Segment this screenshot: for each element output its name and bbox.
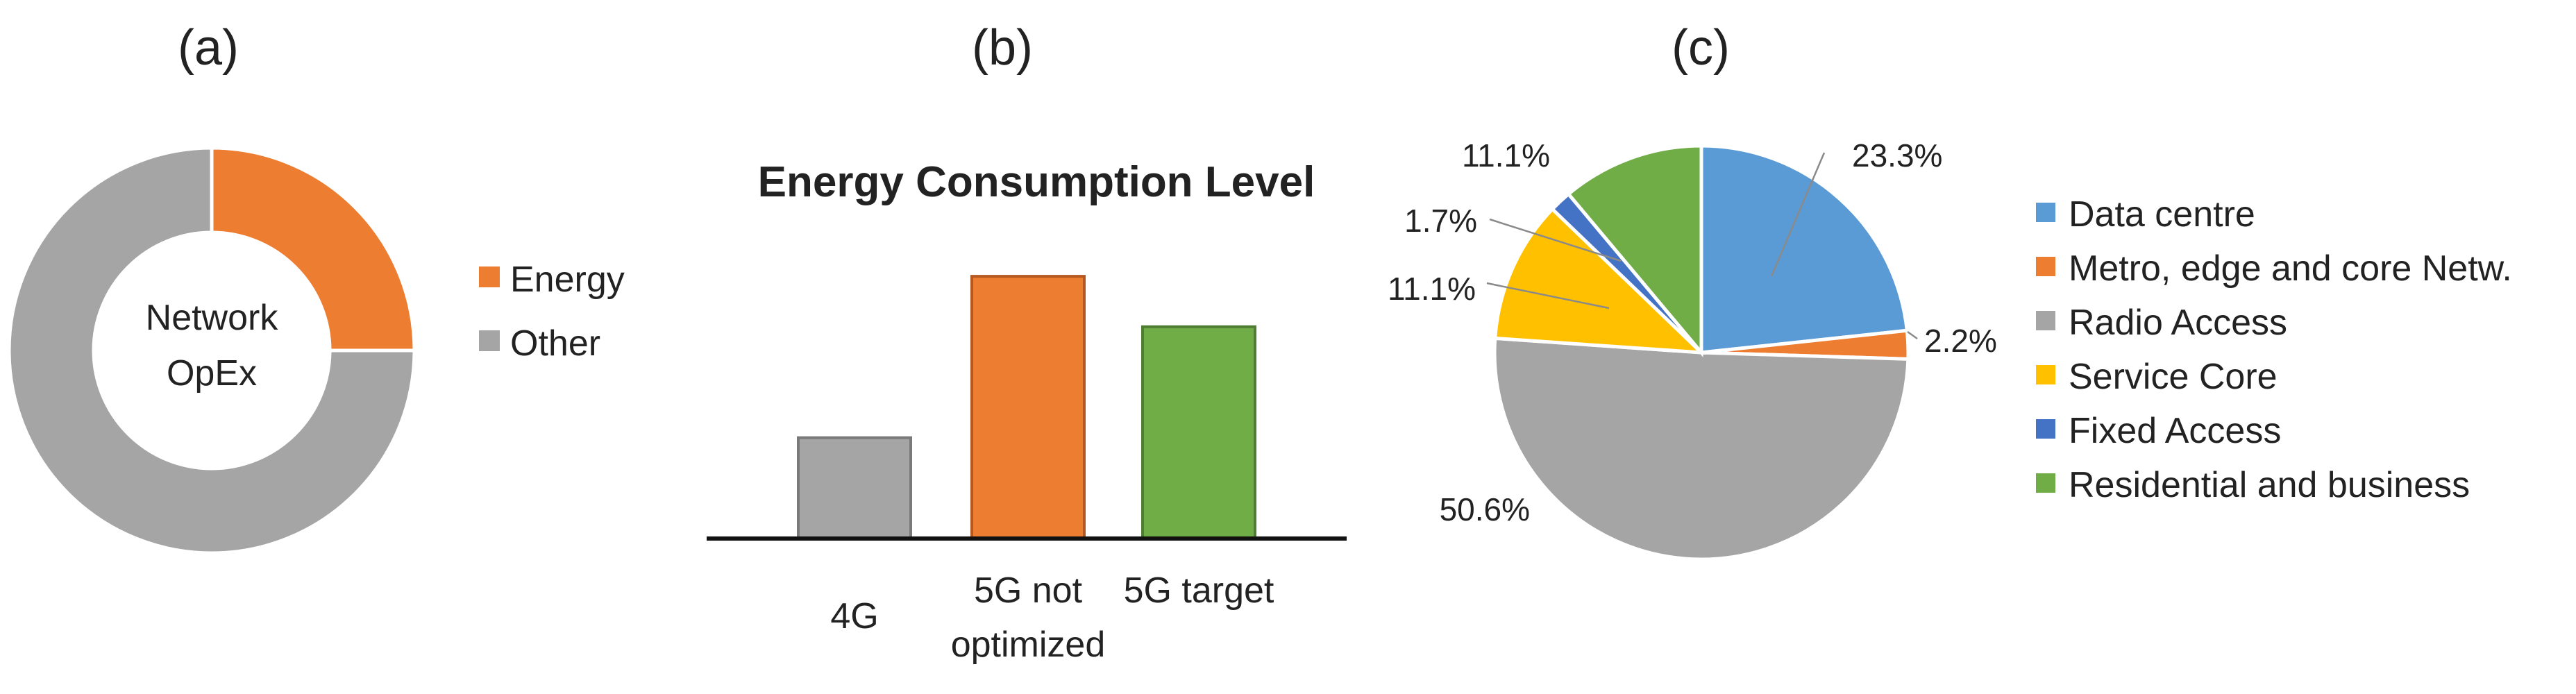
x-tick-label: 4G bbox=[830, 596, 878, 636]
legend-swatch-metro-edge-and-core-netw bbox=[2036, 257, 2055, 276]
legend-label-other: Other bbox=[510, 323, 600, 364]
x-tick-label: 5G not bbox=[974, 570, 1083, 611]
pie-slice-data-centre bbox=[1699, 144, 1910, 355]
leader-line bbox=[1907, 330, 1918, 340]
leader-line bbox=[1489, 218, 1622, 262]
data-label-residential-and-business: 11.1% bbox=[1462, 137, 1550, 174]
panel-label-b: (b) bbox=[972, 20, 1033, 76]
legend-label-radio-access: Radio Access bbox=[2069, 303, 2287, 343]
pie-slice-radio-access bbox=[1492, 336, 1910, 561]
bar-4g bbox=[797, 436, 912, 541]
legend-label-residential-and-business: Residential and business bbox=[2069, 465, 2470, 505]
chart-title: Energy Consumption Level bbox=[758, 158, 1315, 206]
data-label-data-centre: 23.3% bbox=[1852, 137, 1942, 174]
legend-label-energy: Energy bbox=[510, 260, 625, 300]
legend-label-fixed-access: Fixed Access bbox=[2069, 411, 2281, 451]
data-label-radio-access: 50.6% bbox=[1440, 491, 1530, 527]
bar-5g-not-optimized bbox=[970, 275, 1086, 540]
data-label-metro-edge-and-core-netw: 2.2% bbox=[1924, 323, 1997, 359]
bar-5g-target bbox=[1141, 325, 1256, 540]
legend-label-data-centre: Data centre bbox=[2069, 194, 2255, 235]
pie-slice-residential-and-business bbox=[1566, 144, 1703, 357]
donut-center-label: Network bbox=[146, 298, 279, 338]
legend-label-service-core: Service Core bbox=[2069, 357, 2278, 397]
panel-label-a: (a) bbox=[178, 20, 239, 76]
leader-line bbox=[1486, 282, 1610, 310]
pie-slice-service-core bbox=[1493, 206, 1706, 355]
legend-swatch-radio-access bbox=[2036, 311, 2055, 330]
donut-slice-other bbox=[7, 146, 416, 555]
legend-swatch-energy bbox=[479, 266, 500, 287]
legend-swatch-data-centre bbox=[2036, 203, 2055, 222]
legend-swatch-other bbox=[479, 330, 500, 351]
legend-swatch-service-core bbox=[2036, 365, 2055, 384]
donut-slice-energy bbox=[210, 146, 416, 353]
data-label-service-core: 11.1% bbox=[1388, 271, 1476, 307]
legend-swatch-residential-and-business bbox=[2036, 473, 2055, 493]
donut-center-label: OpEx bbox=[167, 353, 257, 393]
x-tick-label: optimized bbox=[951, 625, 1106, 665]
x-tick-label: 5G target bbox=[1124, 570, 1274, 611]
data-label-fixed-access: 1.7% bbox=[1404, 203, 1477, 239]
panel-label-c: (c) bbox=[1672, 20, 1730, 76]
legend-swatch-fixed-access bbox=[2036, 419, 2055, 439]
legend-label-metro-edge-and-core-netw: Metro, edge and core Netw. bbox=[2069, 248, 2512, 289]
leader-line bbox=[1770, 152, 1826, 277]
